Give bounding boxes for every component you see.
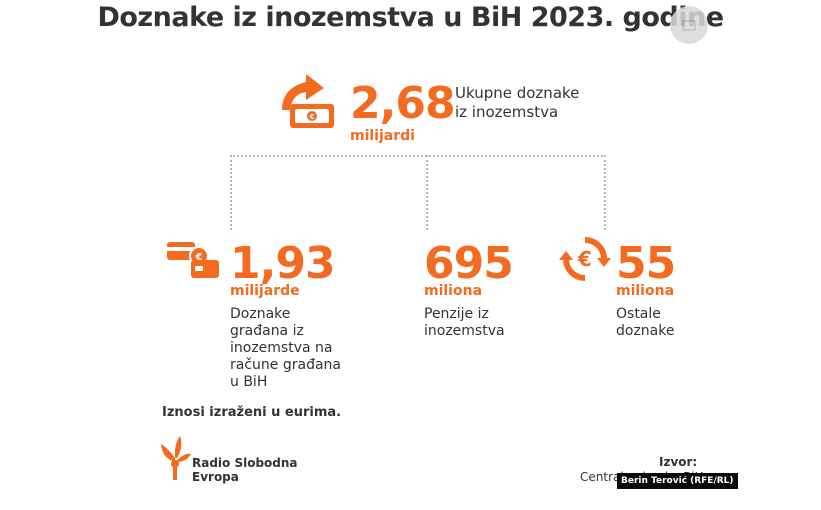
item1-line: račune građana bbox=[230, 357, 341, 373]
money-cards-icon: € bbox=[167, 242, 219, 278]
svg-text:€: € bbox=[195, 252, 203, 263]
item3-description: Ostale doznake bbox=[616, 306, 674, 340]
logo-line1: Radio Slobodna bbox=[192, 456, 298, 470]
item1-unit: milijarde bbox=[230, 283, 300, 299]
total-label-line1: Ukupne doznake bbox=[455, 84, 580, 102]
photo-credit: Berin Terović (RFE/RL) bbox=[617, 473, 738, 489]
total-unit: milijardi bbox=[350, 128, 415, 144]
logo-text: Radio Slobodna Evropa bbox=[192, 456, 298, 484]
money-growth-icon: € bbox=[282, 74, 334, 128]
page-title: Doznake iz inozemstva u BiH 2023. godine bbox=[97, 2, 724, 33]
total-label: Ukupne doznake iz inozemstva bbox=[455, 84, 579, 122]
item1-line: Doznake bbox=[230, 306, 291, 322]
item2-description: Penzije iz inozemstva bbox=[424, 306, 505, 340]
total-number: 2,68 bbox=[350, 78, 456, 129]
item2-number: 695 bbox=[424, 238, 514, 289]
rfe-logo-icon bbox=[161, 436, 191, 480]
item1-description: Doznake građana iz inozemstva na račune … bbox=[230, 306, 341, 391]
connector-center bbox=[426, 155, 428, 230]
item3-line: doznake bbox=[616, 323, 675, 339]
item2-unit: miliona bbox=[424, 283, 483, 299]
total-label-line2: iz inozemstva bbox=[455, 103, 559, 121]
corner-button[interactable] bbox=[670, 6, 708, 44]
item3-number: 55 bbox=[616, 238, 676, 289]
item1-line: inozemstva na bbox=[230, 340, 333, 356]
svg-text:€: € bbox=[577, 247, 592, 271]
item2-line: inozemstva bbox=[424, 323, 505, 339]
lock-icon bbox=[682, 20, 696, 31]
item1-number: 1,93 bbox=[230, 238, 336, 289]
item1-line: građana iz bbox=[230, 323, 304, 339]
source-label: Izvor: bbox=[659, 455, 698, 469]
currency-note: Iznosi izraženi u eurima. bbox=[162, 405, 342, 420]
connector-left bbox=[230, 155, 232, 230]
item3-unit: miliona bbox=[616, 283, 675, 299]
svg-text:€: € bbox=[309, 113, 315, 121]
euro-cycle-icon: € bbox=[559, 236, 611, 282]
item2-line: Penzije iz bbox=[424, 306, 489, 322]
item3-line: Ostale bbox=[616, 306, 661, 322]
item1-line: u BiH bbox=[230, 374, 268, 390]
logo-line2: Evropa bbox=[192, 470, 239, 484]
connector-horizontal bbox=[230, 155, 606, 157]
connector-right bbox=[604, 155, 606, 230]
